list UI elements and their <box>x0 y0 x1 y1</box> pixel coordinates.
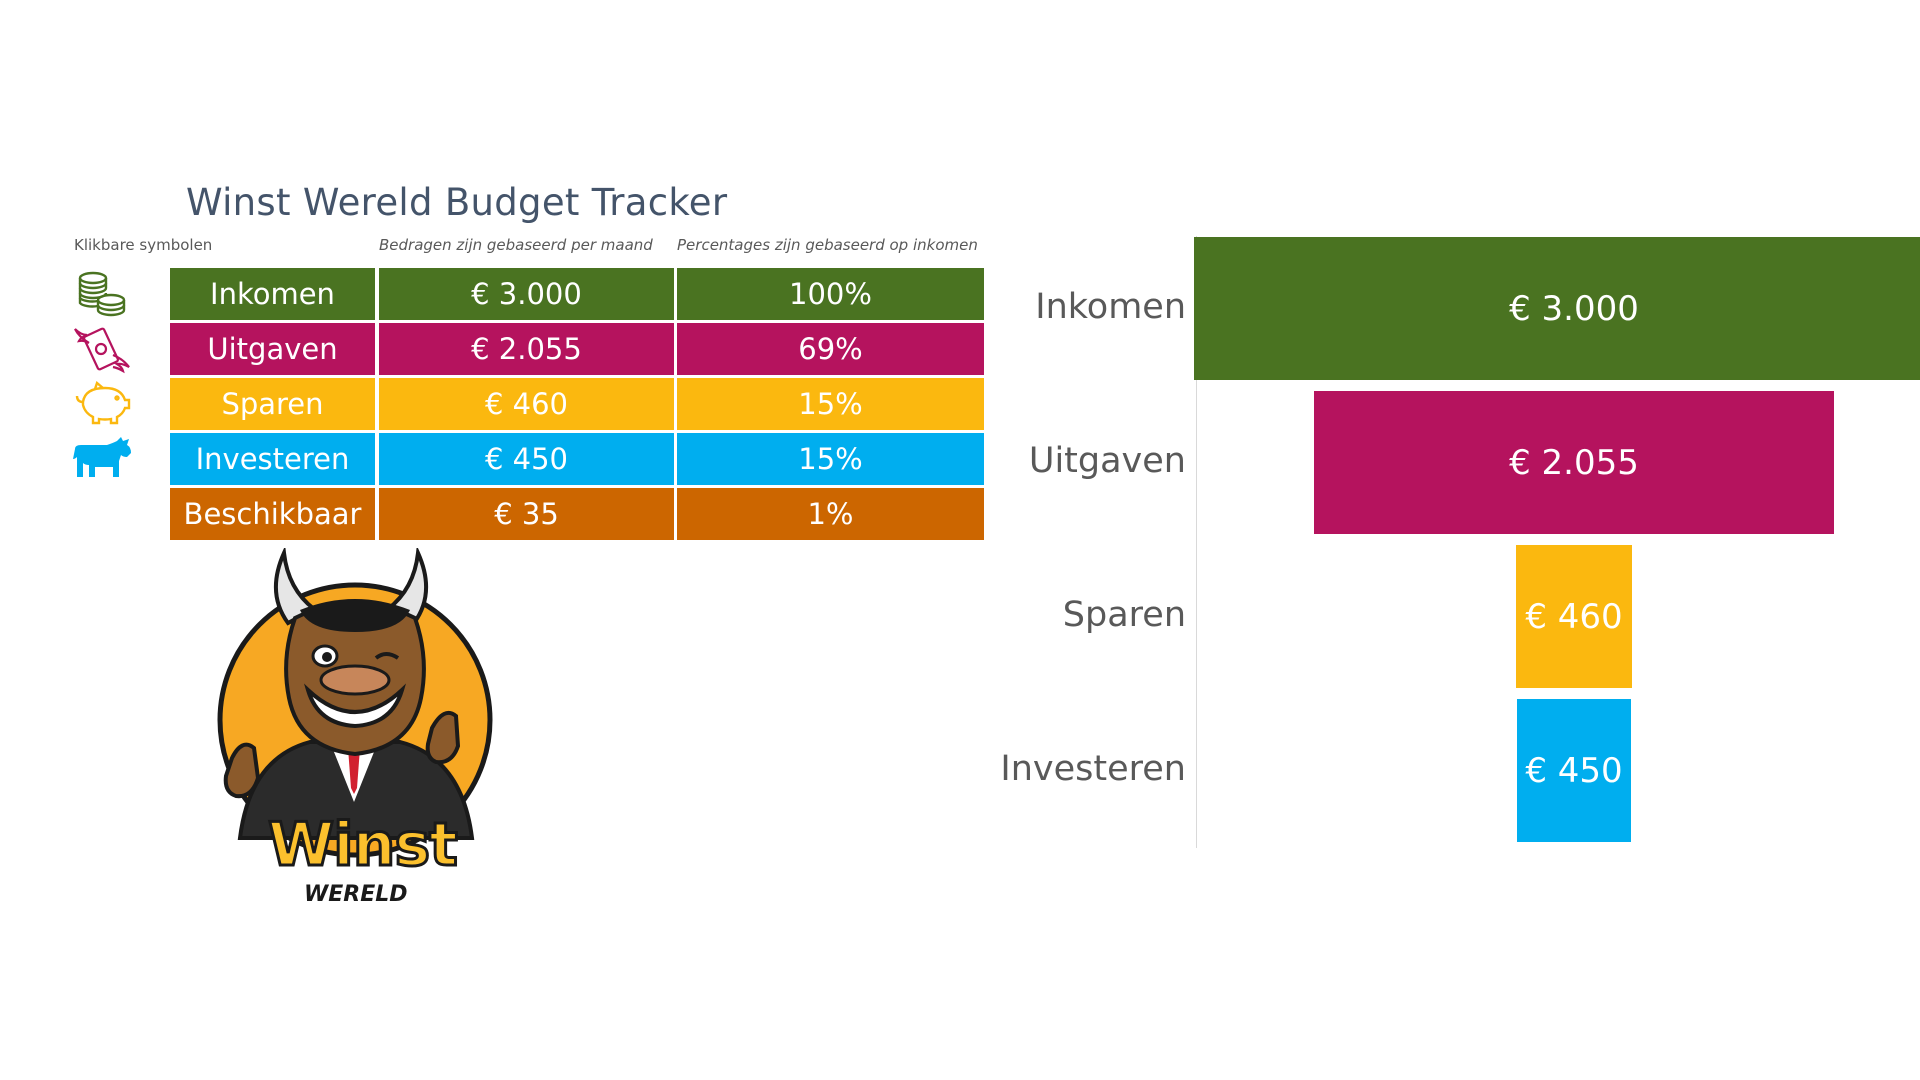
percent-cell: 15% <box>677 378 984 430</box>
amount-cell: € 35 <box>379 488 674 540</box>
piggy-bank-icon[interactable] <box>70 377 134 429</box>
funnel-category-label: Sparen <box>1062 594 1186 635</box>
percent-cell: 100% <box>677 268 984 320</box>
percent-cell: 69% <box>677 323 984 375</box>
amount-cell: € 450 <box>379 433 674 485</box>
clickable-symbols-note: Klikbare symbolen <box>74 236 213 254</box>
flying-money-icon[interactable] <box>70 323 134 375</box>
funnel-category-label: Uitgaven <box>1028 440 1186 481</box>
category-cell: Sparen <box>170 378 375 430</box>
chart-axis-line <box>1196 236 1197 848</box>
logo-subword: WERELD <box>304 882 408 907</box>
category-cell: Uitgaven <box>170 323 375 375</box>
amount-cell: € 2.055 <box>379 323 674 375</box>
category-cell: Beschikbaar <box>170 488 375 540</box>
funnel-category-label: Inkomen <box>1035 286 1186 327</box>
coins-stack-icon[interactable] <box>70 268 134 320</box>
amount-cell: € 460 <box>379 378 674 430</box>
bull-mascot-icon <box>217 545 493 858</box>
bull-icon[interactable] <box>70 432 134 484</box>
category-cell: Investeren <box>170 433 375 485</box>
funnel-category-label: Investeren <box>1000 748 1186 789</box>
category-cell: Inkomen <box>170 268 375 320</box>
page-title: Winst Wereld Budget Tracker <box>186 181 728 224</box>
amounts-note: Bedragen zijn gebaseerd per maand <box>379 236 653 254</box>
amount-cell: € 3.000 <box>379 268 674 320</box>
percentages-note: Percentages zijn gebaseerd op inkomen <box>677 236 978 254</box>
funnel-bar: € 460 <box>1515 545 1633 688</box>
funnel-bar: € 2.055 <box>1313 391 1835 534</box>
funnel-bar: € 450 <box>1517 699 1631 842</box>
percent-cell: 15% <box>677 433 984 485</box>
winst-wereld-logo: Winst WERELD <box>200 545 510 908</box>
funnel-bar: € 3.000 <box>1194 237 1920 380</box>
percent-cell: 1% <box>677 488 984 540</box>
logo-word: Winst <box>267 809 460 882</box>
